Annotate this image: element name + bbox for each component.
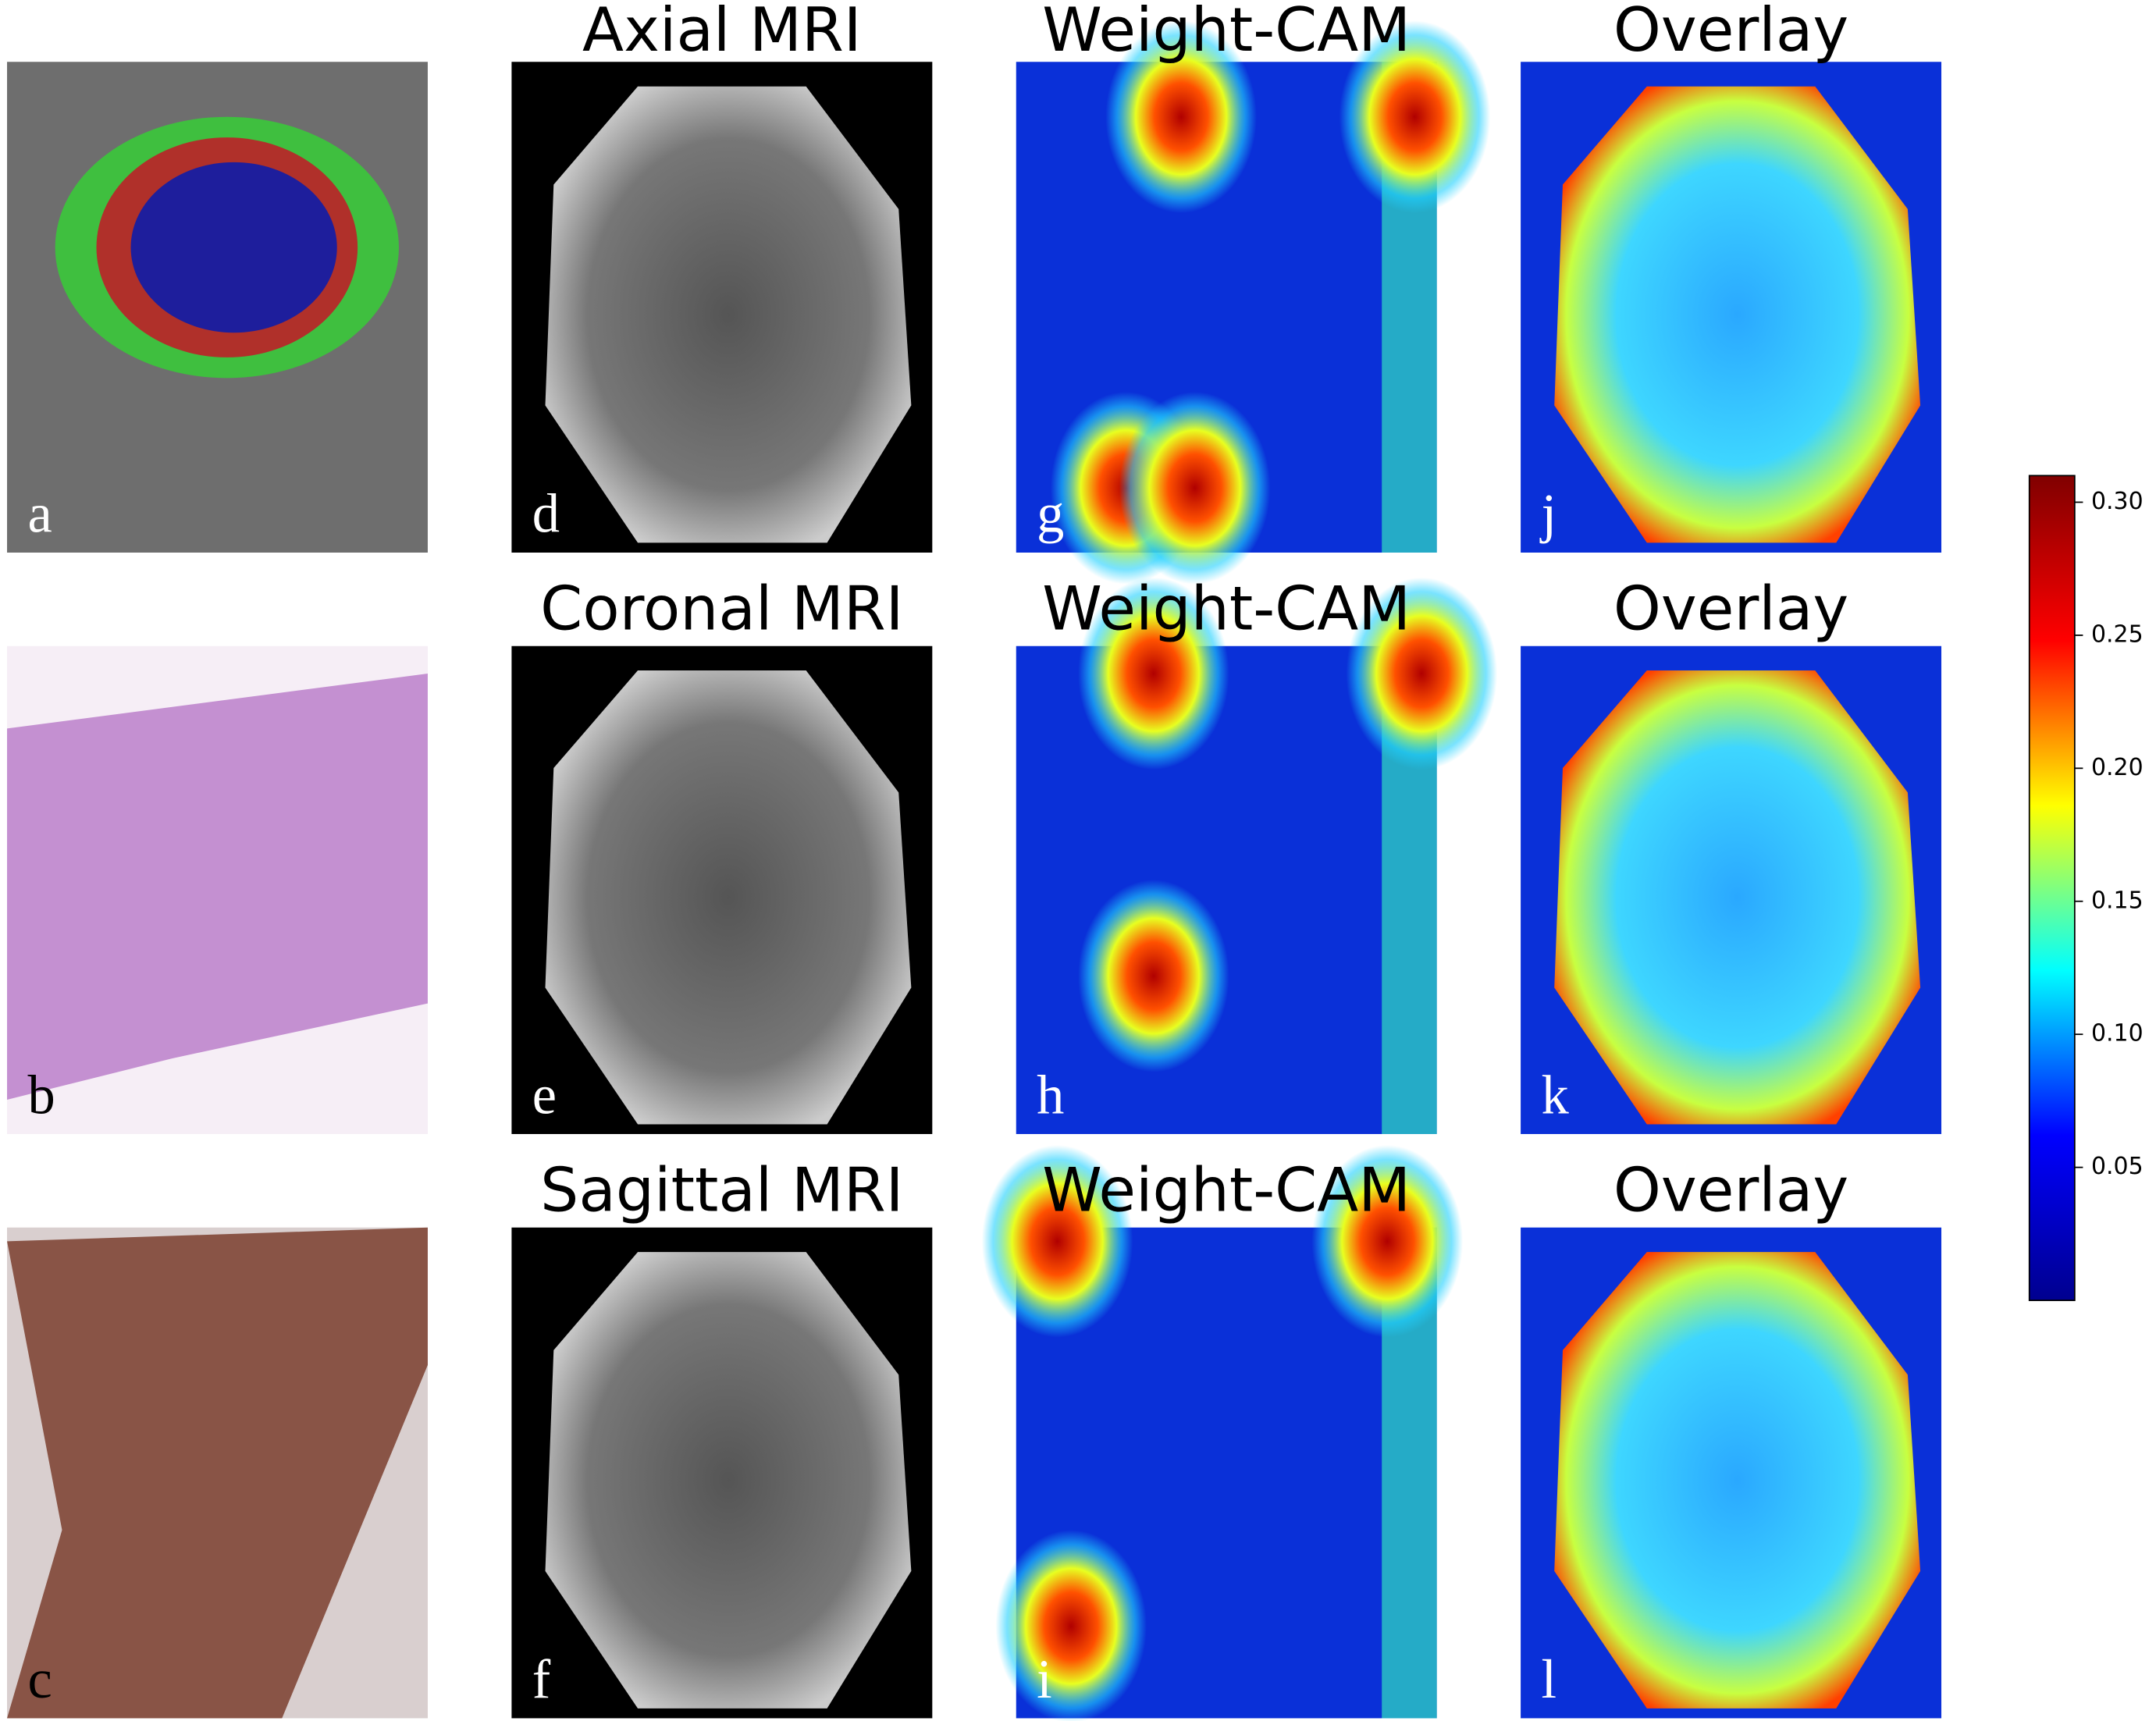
- panel: Overlay k: [1521, 574, 1942, 1134]
- panel-label: a: [27, 484, 52, 545]
- panel-label: g: [1037, 484, 1064, 545]
- panel-title: Sagittal MRI: [540, 1156, 903, 1226]
- panel: c: [7, 1227, 428, 1719]
- mri-region: [545, 86, 912, 543]
- colorbar-tick-label: 0.05: [2091, 1153, 2144, 1180]
- region: [130, 162, 337, 333]
- panel: a: [7, 62, 428, 553]
- tissue: [7, 1227, 428, 1719]
- panel: Axial MRI d: [511, 0, 933, 553]
- panel: Overlay j: [1521, 0, 1942, 553]
- hotspot: [1078, 577, 1229, 770]
- hotspot: [1339, 20, 1491, 213]
- panel-label: b: [27, 1065, 55, 1126]
- overlay-region: [1554, 670, 1921, 1125]
- panel-title: Coronal MRI: [540, 574, 903, 645]
- panels: a Axial MRI d Weight-CAM g Overlay j b Coronal M…: [7, 0, 1942, 1721]
- overlay-region: [1554, 86, 1921, 543]
- colorbar-tick-label: 0.25: [2091, 620, 2144, 648]
- hotspot: [995, 1530, 1147, 1721]
- panel: Weight-CAM i: [981, 1145, 1464, 1721]
- panel-title: Weight-CAM: [1042, 0, 1411, 66]
- colorbar-tick-label: 0.20: [2091, 754, 2144, 781]
- panel-title: Weight-CAM: [1042, 1156, 1411, 1226]
- panel-title: Overlay: [1613, 0, 1848, 66]
- overlay-region: [1554, 1252, 1921, 1709]
- colorbar-tick-label: 0.30: [2091, 488, 2144, 515]
- hotspot: [1105, 20, 1257, 213]
- mri-region: [545, 670, 912, 1125]
- mri-region: [545, 1252, 912, 1709]
- panel-title: Axial MRI: [582, 0, 862, 66]
- tissue: [7, 673, 428, 1100]
- hotspot: [1119, 391, 1271, 585]
- panel-label: e: [532, 1065, 557, 1126]
- panel-label: j: [1539, 484, 1557, 545]
- panel-label: c: [27, 1649, 52, 1710]
- colorbar-tick-label: 0.15: [2091, 887, 2144, 914]
- panel: Coronal MRI e: [511, 574, 933, 1134]
- panel-label: h: [1037, 1065, 1064, 1126]
- panel-label: i: [1037, 1649, 1052, 1710]
- panel: Sagittal MRI f: [511, 1156, 933, 1719]
- colorbar-tick-label: 0.10: [2091, 1020, 2144, 1047]
- panel-title: Overlay: [1613, 1156, 1848, 1226]
- hotspot: [1346, 577, 1498, 770]
- panel-label: d: [532, 484, 560, 545]
- panel-label: k: [1542, 1065, 1570, 1126]
- hotspot: [1078, 880, 1229, 1072]
- hotspot: [981, 1145, 1133, 1338]
- panel-label: l: [1542, 1649, 1557, 1710]
- panel: Overlay l: [1521, 1156, 1942, 1719]
- hotspot: [1311, 1145, 1464, 1338]
- panel-title: Overlay: [1613, 574, 1848, 645]
- panel-title: Weight-CAM: [1042, 574, 1411, 645]
- panel-label: f: [532, 1649, 551, 1710]
- colorbar: [2028, 475, 2076, 1301]
- panel: Weight-CAM h: [1016, 574, 1498, 1134]
- panel: Weight-CAM g: [1016, 0, 1491, 585]
- panel: b: [7, 645, 428, 1134]
